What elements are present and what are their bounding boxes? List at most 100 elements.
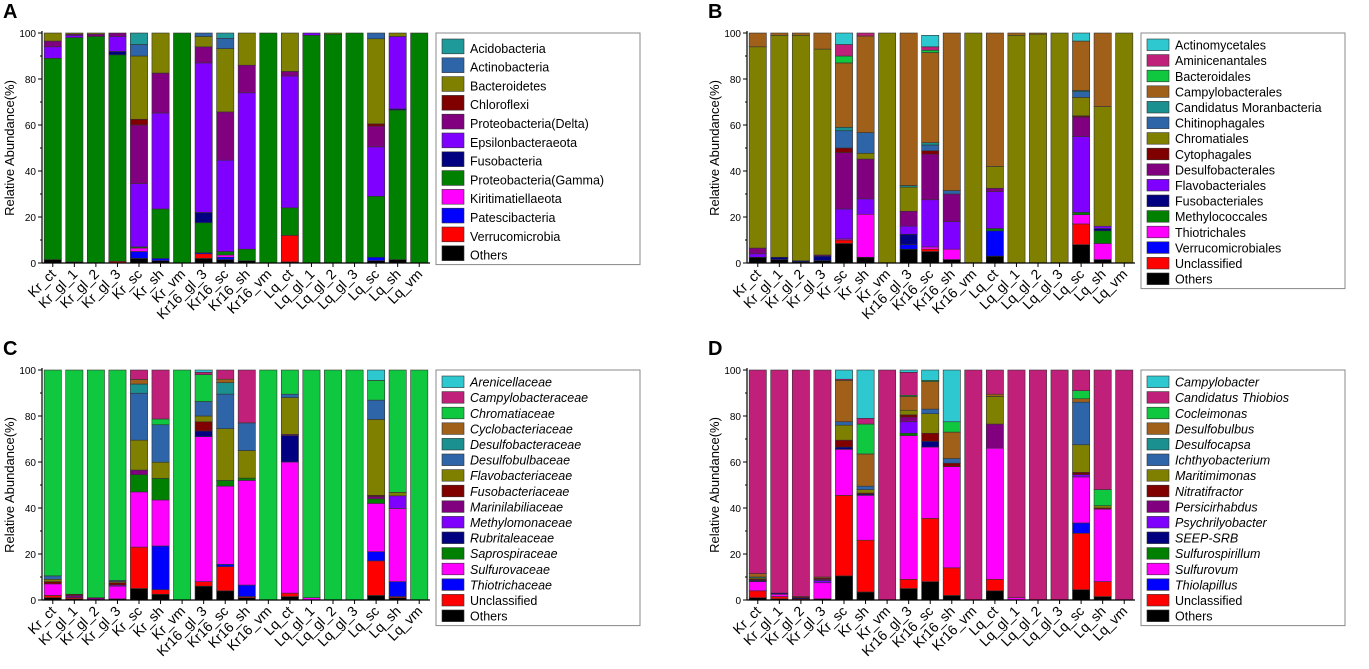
bar-segment (151, 32, 170, 74)
bar-segment (1007, 34, 1026, 264)
legend-swatch (441, 391, 465, 404)
bar-stack (410, 32, 429, 264)
bar-stack (1007, 369, 1026, 601)
bar-segment (280, 592, 299, 597)
bar-segment (86, 32, 105, 35)
bar-segment (921, 581, 940, 601)
legend-box (1140, 32, 1346, 290)
bar-segment (791, 369, 810, 597)
legend-label: Saprospiraceae (470, 547, 558, 561)
bar-segment (130, 251, 148, 259)
bar-segment (108, 36, 127, 52)
bar-segment (130, 32, 148, 45)
bar-segment (748, 581, 767, 592)
bar-stack (964, 369, 983, 601)
bar-segment (791, 34, 810, 261)
legend-box (435, 369, 641, 627)
bar-stack (86, 32, 105, 264)
legend-swatch (1146, 38, 1170, 51)
bar-stack (942, 32, 961, 264)
bar-segment (856, 256, 875, 264)
legend-swatch (441, 113, 465, 130)
panel-a: A Kr_ct Kr_gl_1 Kr_gl_2 Kr_gl_3 Kr_sc Kr_sh Kr_… (0, 0, 684, 332)
legend-label: Persicirhabdus (1175, 500, 1258, 514)
legend-label: Kiritimatiellaeota (470, 192, 562, 206)
bar-segment (410, 32, 429, 264)
y-tick-label: 60 (25, 458, 37, 469)
bar-segment (216, 566, 235, 592)
bar-segment (237, 477, 256, 481)
legend-swatch (1146, 163, 1170, 176)
bar-stack (216, 32, 235, 264)
chart-svg: AKr_ctKr_gl_1Kr_gl_2Kr_gl_3Kr_scKr_shKr_… (2, 1, 641, 322)
legend-label: Fusobacteriaceae (470, 485, 569, 499)
y-tick-label: 40 (25, 504, 37, 515)
bar-segment (921, 248, 940, 252)
y-tick-label: 20 (730, 213, 742, 224)
bar-segment (1072, 91, 1091, 98)
bar-segment (1072, 589, 1091, 601)
bar-segment (985, 228, 1004, 232)
legend-label: Desulfobacteraceae (470, 438, 581, 452)
bar-segment (1072, 522, 1091, 534)
bar-segment (813, 48, 832, 256)
bar-segment (130, 369, 148, 380)
bar-segment (856, 158, 875, 200)
bar-segment (216, 159, 235, 252)
bar-segment (216, 480, 235, 487)
legend-label: Verrucomicrobiales (1175, 241, 1281, 255)
bar-segment (151, 424, 170, 463)
legend-swatch (1146, 531, 1170, 544)
bar-segment (388, 581, 407, 597)
bar-segment (878, 32, 897, 264)
bar-stack (835, 369, 853, 601)
bar-segment (43, 40, 62, 48)
bar-segment (899, 409, 918, 416)
bar-segment (43, 581, 62, 585)
bar-segment (237, 480, 256, 586)
panel-label: D (708, 338, 722, 360)
legend-swatch (1146, 69, 1170, 83)
bar-segment (748, 573, 767, 578)
bar-segment (835, 380, 853, 423)
bar-segment (280, 235, 299, 263)
bar-segment (835, 130, 853, 149)
legend-swatch (1146, 116, 1170, 129)
bar-segment (43, 579, 62, 582)
bar-stack (1007, 32, 1026, 264)
bar-segment (237, 584, 256, 597)
bar-segment (194, 581, 213, 587)
bar-segment (216, 37, 235, 49)
legend-swatch (1146, 516, 1170, 529)
bar-segment (1093, 230, 1112, 244)
legend-label: Flavobacteriales (1175, 179, 1266, 193)
bar-segment (367, 32, 386, 40)
legend-label: Marinilabiliaceae (470, 500, 563, 514)
y-tick-label: 60 (730, 121, 742, 132)
bar-segment (194, 222, 213, 253)
bar-segment (813, 582, 832, 600)
bar-segment (835, 208, 853, 240)
legend-label: Maritimimonas (1175, 469, 1256, 483)
bar-segment (151, 478, 170, 501)
bar-segment (108, 32, 127, 37)
bar-segment (748, 253, 767, 258)
bar-stack (1029, 369, 1047, 601)
legend-swatch (1146, 422, 1170, 435)
bar-segment (367, 196, 386, 258)
legend-swatch (441, 516, 465, 529)
bar-segment (942, 466, 961, 569)
bar-segment (216, 428, 235, 481)
y-tick-label: 80 (730, 412, 742, 423)
legend-swatch (1146, 210, 1170, 223)
bar-segment (151, 593, 170, 601)
legend-swatch (1146, 194, 1170, 207)
legend-label: Chromatiales (1175, 132, 1249, 146)
bar-segment (130, 379, 148, 385)
bar-stack (791, 32, 810, 264)
bar-segment (985, 32, 1004, 167)
bar-segment (216, 48, 235, 113)
legend-label: Unclassified (1175, 594, 1242, 608)
legend-label: Chloroflexi (470, 98, 529, 112)
bar-stack (1050, 369, 1069, 601)
